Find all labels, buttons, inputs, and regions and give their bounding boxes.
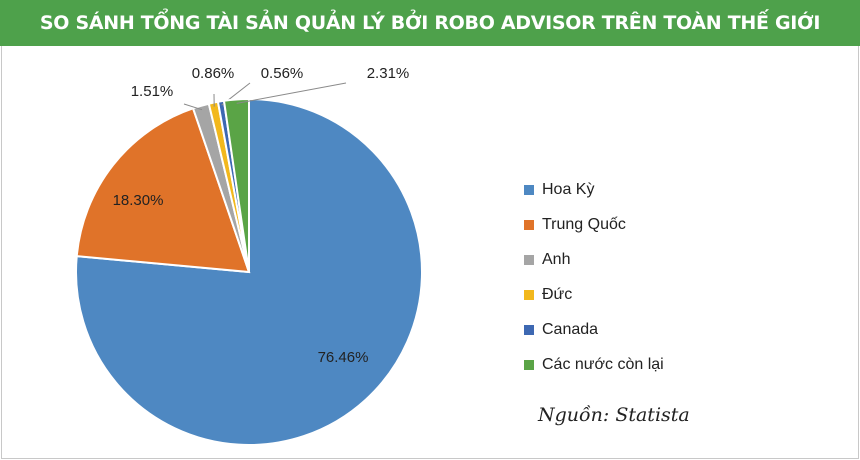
chart-title: SO SÁNH TỔNG TÀI SẢN QUẢN LÝ BỞI ROBO AD… [39,12,821,34]
data-label-cac-nuoc-con-lai: 2.31% [367,65,410,82]
data-label-anh: 1.51% [131,83,174,100]
pie-slice-cac-nuoc-con-lai [222,97,250,273]
legend-label: Anh [542,250,571,268]
pie-slice-trung-quoc [75,107,251,274]
data-label-trung-quoc: 18.30% [113,192,164,209]
title-bar: SO SÁNH TỔNG TÀI SẢN QUẢN LÝ BỞI ROBO AD… [0,0,860,46]
legend-label: Trung Quốc [542,215,626,233]
legend-label: Các nước còn lại [542,355,664,373]
legend-label: Canada [542,320,599,338]
legend-swatch [524,289,534,300]
data-label-canada: 0.56% [261,65,304,82]
legend-item-trung-quoc: Trung Quốc [524,207,664,242]
legend-label: Đức [542,285,573,303]
leader-line-anh [183,103,203,111]
legend-swatch [524,184,534,195]
data-label-hoa-ky: 76.46% [318,349,369,366]
leader-line-cac-nuoc-con-lai [236,82,347,104]
legend-item-anh: Anh [524,242,664,277]
source-note: Nguồn: Statista [538,404,690,426]
legend-swatch [524,254,534,265]
legend-item-duc: Đức [524,277,664,312]
legend-label: Hoa Kỳ [542,180,595,198]
data-label-duc: 0.86% [192,65,235,82]
legend-swatch [524,359,534,370]
legend-item-cac-nuoc-con-lai: Các nước còn lại [524,347,664,382]
legend-item-hoa-ky: Hoa Kỳ [524,172,664,207]
legend-item-canada: Canada [524,312,664,347]
legend: Hoa Kỳ Trung Quốc Anh Đức Canada Các nước còn… [524,172,664,382]
legend-swatch [524,219,534,230]
legend-swatch [524,324,534,335]
chart-frame [1,46,859,459]
